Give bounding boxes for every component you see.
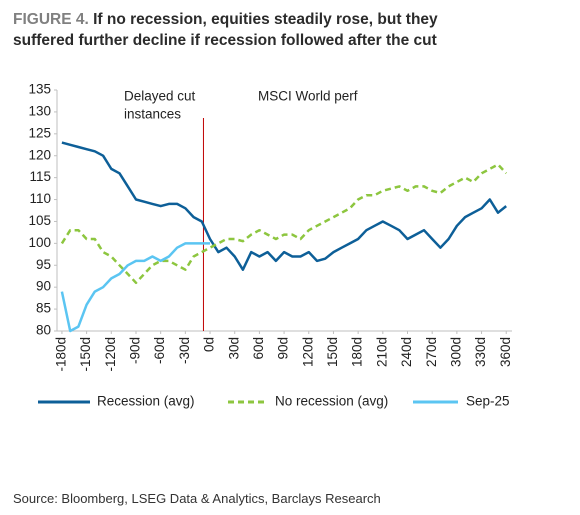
x-tick-label: -30d xyxy=(177,337,192,364)
y-tick-label: 85 xyxy=(36,301,51,316)
series-line xyxy=(60,242,210,333)
x-tick-label: 180d xyxy=(350,337,365,367)
y-tick-label: 100 xyxy=(28,235,51,250)
y-tick-label: 95 xyxy=(36,257,51,272)
x-tick-label: 0d xyxy=(202,337,217,352)
title-block: FIGURE 4. If no recession, equities stea… xyxy=(13,9,483,51)
legend-label: No recession (avg) xyxy=(275,394,388,409)
x-tick-label: -120d xyxy=(103,337,118,372)
x-tick-label: -150d xyxy=(78,337,93,372)
x-tick-label: 150d xyxy=(325,337,340,367)
annotation: MSCI World perf xyxy=(258,89,358,104)
legend-label: Sep-25 xyxy=(466,394,510,409)
x-tick-label: 210d xyxy=(374,337,389,367)
x-tick-label: 330d xyxy=(473,337,488,367)
x-tick-label: 60d xyxy=(251,337,266,360)
y-tick-label: 80 xyxy=(36,323,51,338)
x-tick-label: 270d xyxy=(424,337,439,367)
y-tick-label: 105 xyxy=(28,213,51,228)
annotation: Delayed cut xyxy=(124,89,196,104)
y-tick-label: 110 xyxy=(29,191,51,206)
x-tick-label: -90d xyxy=(128,337,143,364)
legend-label: Recession (avg) xyxy=(97,394,195,409)
y-tick-label: 125 xyxy=(28,125,51,140)
x-tick-label: 240d xyxy=(399,337,414,367)
y-tick-label: 120 xyxy=(28,147,51,162)
y-tick-label: 90 xyxy=(36,279,51,294)
y-tick-label: 135 xyxy=(28,82,51,97)
series-line xyxy=(61,141,507,271)
x-tick-label: 300d xyxy=(448,337,463,367)
y-tick-label: 115 xyxy=(29,169,51,184)
source-note: Source: Bloomberg, LSEG Data & Analytics… xyxy=(13,491,381,506)
x-tick-label: 90d xyxy=(276,337,291,360)
chart-title: If no recession, equities steadily rose,… xyxy=(13,11,438,49)
x-tick-label: -60d xyxy=(152,337,167,364)
x-tick-label: -180d xyxy=(53,337,68,372)
y-tick-label: 130 xyxy=(28,103,51,118)
x-tick-label: 30d xyxy=(226,337,241,360)
series-line xyxy=(60,163,508,285)
annotation: instances xyxy=(124,107,181,122)
x-tick-label: 120d xyxy=(300,337,315,367)
x-tick-label: 360d xyxy=(498,337,513,367)
figure-label: FIGURE 4. xyxy=(13,11,89,28)
